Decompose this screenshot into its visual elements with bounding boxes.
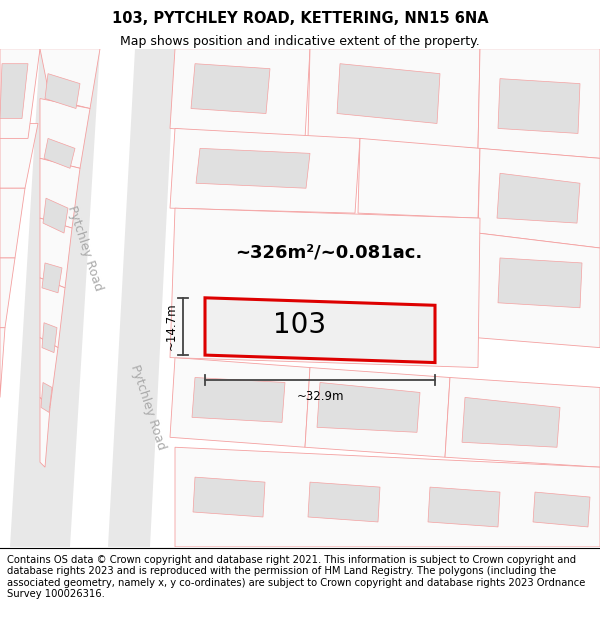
Text: 103: 103 xyxy=(274,311,326,339)
Polygon shape xyxy=(41,382,52,412)
Polygon shape xyxy=(498,258,582,308)
Polygon shape xyxy=(205,298,435,362)
Polygon shape xyxy=(40,218,72,288)
Text: 103, PYTCHLEY ROAD, KETTERING, NN15 6NA: 103, PYTCHLEY ROAD, KETTERING, NN15 6NA xyxy=(112,11,488,26)
Polygon shape xyxy=(175,448,600,547)
Polygon shape xyxy=(40,99,90,168)
Polygon shape xyxy=(0,258,15,328)
Polygon shape xyxy=(428,487,500,527)
Polygon shape xyxy=(40,398,50,467)
Polygon shape xyxy=(0,328,5,398)
Polygon shape xyxy=(462,398,560,448)
Polygon shape xyxy=(308,482,380,522)
Polygon shape xyxy=(498,79,580,133)
Polygon shape xyxy=(0,188,25,258)
Text: ~14.7m: ~14.7m xyxy=(165,302,178,350)
Polygon shape xyxy=(0,49,40,138)
Polygon shape xyxy=(191,64,270,114)
Text: Pytchley Road: Pytchley Road xyxy=(65,204,105,292)
Polygon shape xyxy=(10,49,100,547)
Polygon shape xyxy=(317,382,420,432)
Polygon shape xyxy=(476,233,600,348)
Polygon shape xyxy=(40,338,58,408)
Polygon shape xyxy=(308,49,480,148)
Text: Map shows position and indicative extent of the property.: Map shows position and indicative extent… xyxy=(120,35,480,48)
Polygon shape xyxy=(497,173,580,223)
Polygon shape xyxy=(0,49,40,198)
Polygon shape xyxy=(170,357,310,447)
Polygon shape xyxy=(533,492,590,527)
Text: ~32.9m: ~32.9m xyxy=(296,391,344,403)
Polygon shape xyxy=(358,138,480,218)
Polygon shape xyxy=(40,278,65,348)
Polygon shape xyxy=(42,263,62,293)
Polygon shape xyxy=(337,64,440,124)
Text: ~326m²/~0.081ac.: ~326m²/~0.081ac. xyxy=(235,244,422,262)
Polygon shape xyxy=(170,49,310,138)
Polygon shape xyxy=(170,208,480,368)
Polygon shape xyxy=(40,49,100,109)
Polygon shape xyxy=(193,477,265,517)
Polygon shape xyxy=(305,368,450,458)
Polygon shape xyxy=(196,148,310,188)
Polygon shape xyxy=(40,158,80,228)
Text: Pytchley Road: Pytchley Road xyxy=(128,363,168,452)
Polygon shape xyxy=(44,138,75,168)
Polygon shape xyxy=(108,49,175,547)
Text: Contains OS data © Crown copyright and database right 2021. This information is : Contains OS data © Crown copyright and d… xyxy=(7,555,586,599)
Polygon shape xyxy=(445,378,600,467)
Polygon shape xyxy=(170,129,360,213)
Polygon shape xyxy=(192,378,285,423)
Polygon shape xyxy=(43,198,68,233)
Polygon shape xyxy=(42,322,57,352)
Polygon shape xyxy=(0,64,28,119)
Polygon shape xyxy=(0,124,38,188)
Polygon shape xyxy=(478,148,600,248)
Polygon shape xyxy=(478,49,600,158)
Polygon shape xyxy=(45,74,80,109)
